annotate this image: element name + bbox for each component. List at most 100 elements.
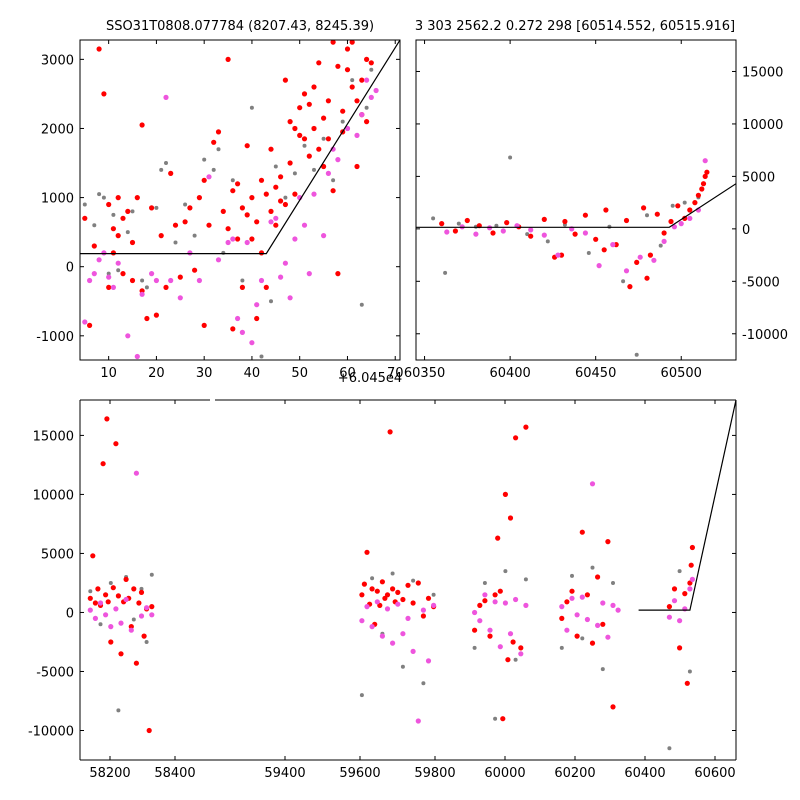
- grey-point: [359, 302, 364, 307]
- red-point: [101, 91, 107, 97]
- magenta-point: [92, 615, 98, 622]
- red-point: [268, 208, 274, 214]
- magenta-point: [574, 612, 580, 618]
- magenta-point: [91, 271, 97, 277]
- grey-point: [292, 171, 297, 176]
- red-point: [504, 220, 510, 226]
- grey-point: [369, 67, 374, 72]
- red-point: [364, 549, 370, 555]
- magenta-point: [103, 612, 109, 618]
- y-tick-label: 10000: [742, 118, 783, 133]
- grey-point: [116, 268, 121, 273]
- red-point: [689, 544, 696, 551]
- magenta-point: [97, 600, 104, 606]
- x-tick-label: 60200: [554, 766, 595, 781]
- red-point: [163, 284, 169, 290]
- red-point: [282, 201, 288, 208]
- grey-point: [164, 161, 168, 165]
- magenta-point: [115, 260, 121, 266]
- red-point: [136, 600, 142, 606]
- red-point: [172, 222, 179, 228]
- magenta-point: [415, 718, 421, 724]
- grey-point: [106, 271, 111, 276]
- red-point: [201, 177, 207, 183]
- grey-point: [621, 279, 626, 284]
- grey-point: [240, 278, 245, 283]
- magenta-point: [564, 627, 570, 633]
- red-point: [325, 136, 331, 142]
- grey-point: [273, 164, 278, 169]
- red-point: [579, 529, 585, 535]
- red-point: [230, 326, 236, 332]
- grey-point: [400, 664, 405, 669]
- red-point: [582, 212, 589, 218]
- x-tick-label: 60400: [489, 366, 530, 381]
- y-tick-label: 15000: [742, 65, 783, 80]
- magenta-point: [666, 614, 673, 620]
- magenta-point: [325, 170, 331, 176]
- magenta-point: [410, 648, 416, 655]
- red-point: [541, 216, 547, 222]
- red-point: [502, 491, 508, 497]
- magenta-point: [702, 158, 708, 164]
- axes-bottom: 58200 58400 59400 59600 59800 60000 60200 60400…: [28, 399, 737, 781]
- magenta-point: [374, 599, 380, 605]
- x-tick-label: 58400: [154, 766, 195, 781]
- red-point: [487, 633, 493, 639]
- grey-point: [216, 147, 221, 152]
- red-point: [292, 125, 298, 132]
- grey-point: [482, 581, 487, 585]
- red-point: [610, 704, 616, 710]
- red-point: [507, 515, 514, 521]
- model-line: [416, 183, 736, 228]
- red-point: [120, 271, 126, 277]
- red-point: [374, 588, 380, 594]
- magenta-point: [364, 77, 370, 83]
- red-point: [569, 588, 575, 594]
- grey-point: [600, 667, 605, 672]
- magenta-point: [687, 586, 693, 592]
- red-point: [104, 416, 110, 422]
- red-point: [379, 579, 385, 585]
- magenta-point: [384, 606, 391, 612]
- red-point: [263, 191, 269, 197]
- red-point: [410, 600, 416, 606]
- red-point: [133, 660, 139, 666]
- x-tick-label: 60: [339, 366, 356, 381]
- red-point: [134, 195, 140, 201]
- red-point: [700, 181, 707, 187]
- magenta-point: [149, 612, 155, 618]
- magenta-point: [595, 622, 601, 629]
- magenta-point: [507, 631, 514, 637]
- magenta-point: [610, 242, 616, 248]
- red-point: [316, 146, 322, 152]
- magenta-point: [678, 221, 684, 227]
- grey-point: [125, 230, 130, 235]
- grey-point: [359, 693, 364, 698]
- grey-point: [92, 223, 97, 228]
- red-point: [108, 639, 114, 645]
- magenta-point: [163, 94, 169, 100]
- red-point: [464, 217, 470, 224]
- grey-point: [131, 617, 136, 622]
- red-point: [354, 163, 360, 170]
- magenta-point: [230, 236, 236, 242]
- magenta-point: [500, 228, 506, 234]
- grey-point: [221, 250, 226, 255]
- red-point: [123, 576, 129, 583]
- magenta-point: [610, 602, 616, 609]
- red-point: [675, 203, 681, 209]
- red-point: [452, 228, 458, 234]
- x-tick-label: 59400: [264, 766, 305, 781]
- red-point: [688, 562, 694, 568]
- red-point: [249, 195, 255, 201]
- magenta-point: [359, 112, 365, 118]
- grey-point: [211, 167, 216, 172]
- magenta-point: [671, 598, 678, 604]
- red-point: [110, 585, 116, 591]
- red-point: [230, 188, 236, 194]
- red-point: [490, 230, 496, 236]
- red-point: [96, 46, 102, 52]
- grey-point: [249, 105, 254, 110]
- magenta-point: [623, 268, 630, 274]
